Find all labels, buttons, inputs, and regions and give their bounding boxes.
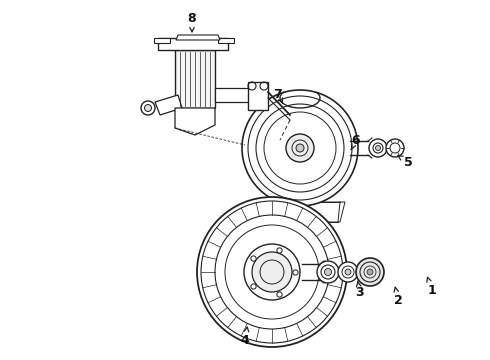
Circle shape (375, 145, 381, 150)
Circle shape (242, 90, 358, 206)
Text: 7: 7 (273, 87, 283, 103)
Circle shape (345, 269, 351, 275)
Polygon shape (155, 95, 182, 115)
Circle shape (244, 244, 300, 300)
Text: 2: 2 (393, 287, 402, 306)
Text: 8: 8 (188, 12, 196, 32)
Polygon shape (175, 50, 215, 108)
Polygon shape (176, 35, 220, 40)
Circle shape (145, 104, 151, 112)
Circle shape (338, 262, 358, 282)
Circle shape (141, 101, 155, 115)
Circle shape (386, 139, 404, 157)
Circle shape (367, 269, 373, 275)
Polygon shape (215, 88, 255, 102)
Text: 3: 3 (356, 281, 364, 300)
Circle shape (317, 261, 339, 283)
Circle shape (286, 134, 314, 162)
Polygon shape (218, 38, 234, 43)
Text: 6: 6 (351, 134, 360, 149)
Circle shape (356, 258, 384, 286)
Polygon shape (175, 108, 215, 135)
Circle shape (369, 139, 387, 157)
Polygon shape (158, 38, 228, 50)
Circle shape (197, 197, 347, 347)
Circle shape (296, 144, 304, 152)
Circle shape (324, 269, 332, 275)
Text: 5: 5 (398, 156, 413, 168)
Polygon shape (248, 82, 268, 110)
Text: 4: 4 (241, 327, 249, 346)
Circle shape (252, 252, 292, 292)
Polygon shape (154, 38, 170, 43)
Text: 1: 1 (427, 277, 437, 297)
